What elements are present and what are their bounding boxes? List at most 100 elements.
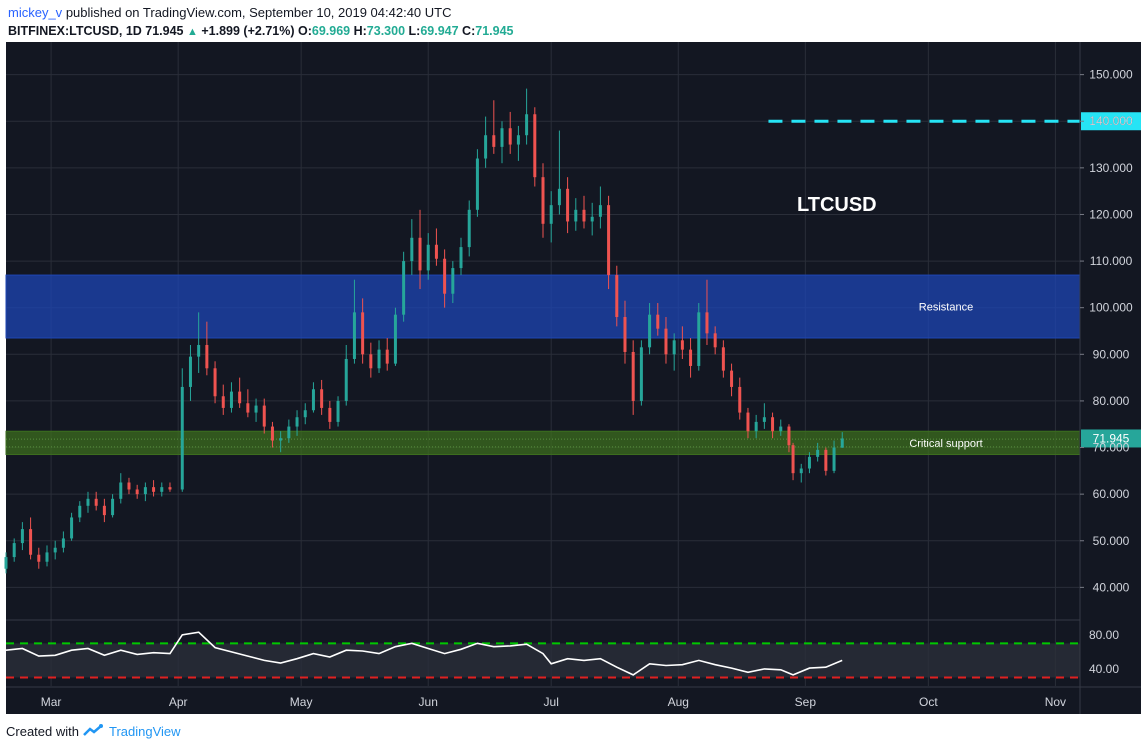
candle [492,100,496,154]
annotations: 140.000 71.945 [768,112,1141,448]
candle-body [70,517,74,539]
candle-body [188,356,192,387]
candle [29,517,33,560]
candle [152,480,156,497]
candle [61,531,65,553]
candle [672,333,676,371]
symbol-label: BITFINEX:LTCUSD, 1D [8,24,142,38]
candle-body [410,237,414,262]
candle-body [787,426,791,446]
candle [787,424,791,453]
candle [754,414,758,439]
candle [254,398,258,422]
x-tick-label: Sep [795,695,817,709]
low-label: L: [408,24,421,38]
candle-body [20,529,24,544]
candle-body [385,349,389,364]
candle-body [160,487,164,492]
candle-body [816,449,820,457]
candle-body [254,405,258,413]
candle-body [344,358,348,401]
candle [607,195,611,290]
footer: Created with TradingView [6,723,181,739]
close-label: C: [462,24,476,38]
candle [361,298,365,364]
candle-body [791,445,795,474]
candle [53,540,57,560]
candle [336,396,340,427]
candle-body [29,529,33,555]
rsi-pane: 40.00 80.00 [5,628,1119,679]
close-value: 71.945 [475,24,514,38]
candle [516,125,520,161]
candle-body [197,344,201,357]
candle-body [102,505,106,516]
candle [45,545,49,567]
candle-body [730,370,734,387]
candle [344,344,348,406]
x-tick-label: Oct [919,695,938,709]
rsi-line [5,631,843,676]
candle-body [434,244,438,259]
target-price-tag [1081,112,1141,131]
candle-body [94,498,98,506]
price-axis[interactable]: 40.000 50.000 60.000 70.000 80.000 90.000 100.… [1079,42,1133,714]
candle [689,337,693,378]
candle-body [287,426,291,439]
candle-body [680,340,684,350]
time-axis[interactable]: Mar Apr May Jun Jul Aug Sep Oct Nov [41,695,1066,709]
candle [451,261,455,304]
candle-body [37,554,41,562]
candle [311,382,315,413]
y-tick-label: 130.000 [1089,161,1133,175]
x-tick-label: Nov [1045,695,1066,709]
candle [664,317,668,364]
candle-body [279,438,283,441]
candle [746,407,750,439]
candle [303,403,307,425]
candle [500,121,504,164]
candle-body [53,547,57,553]
candle-body [607,205,611,276]
tradingview-logo-icon [83,724,103,736]
candle-body [320,389,324,408]
candle [410,219,414,276]
candle-body [590,216,594,222]
candle-body [393,314,397,364]
author-link[interactable]: mickey_v [8,5,63,20]
candle-body [598,205,602,217]
candle-body [295,417,299,427]
candle [37,547,41,569]
chart-header: mickey_v published on TradingView.com, S… [8,4,513,41]
zones: Resistance Critical support [5,274,1081,456]
candle-body [533,114,537,178]
candle-body [45,552,49,562]
candle-body [475,158,479,210]
tradingview-brand[interactable]: TradingView [108,723,181,739]
candle-body [549,205,553,224]
candle [246,389,250,418]
candle [557,130,561,215]
candle [197,312,201,373]
candle-body [377,349,381,369]
candle-body [270,426,274,441]
candle [385,337,389,371]
candle [840,432,844,448]
y-tick-label: 140.000 [1089,114,1133,128]
candle-body [779,426,783,432]
candle-body [152,487,156,492]
zone-label: Critical support [909,438,982,450]
candle-body [648,314,652,348]
candle [525,88,529,145]
candle [574,198,578,231]
candle-body [799,468,803,474]
candle [705,279,709,345]
candle [816,442,820,462]
candle-body [246,403,250,413]
candle-body [771,417,775,432]
candle [418,209,422,290]
candle [135,484,139,499]
candle [582,195,586,229]
candle-body [213,368,217,397]
